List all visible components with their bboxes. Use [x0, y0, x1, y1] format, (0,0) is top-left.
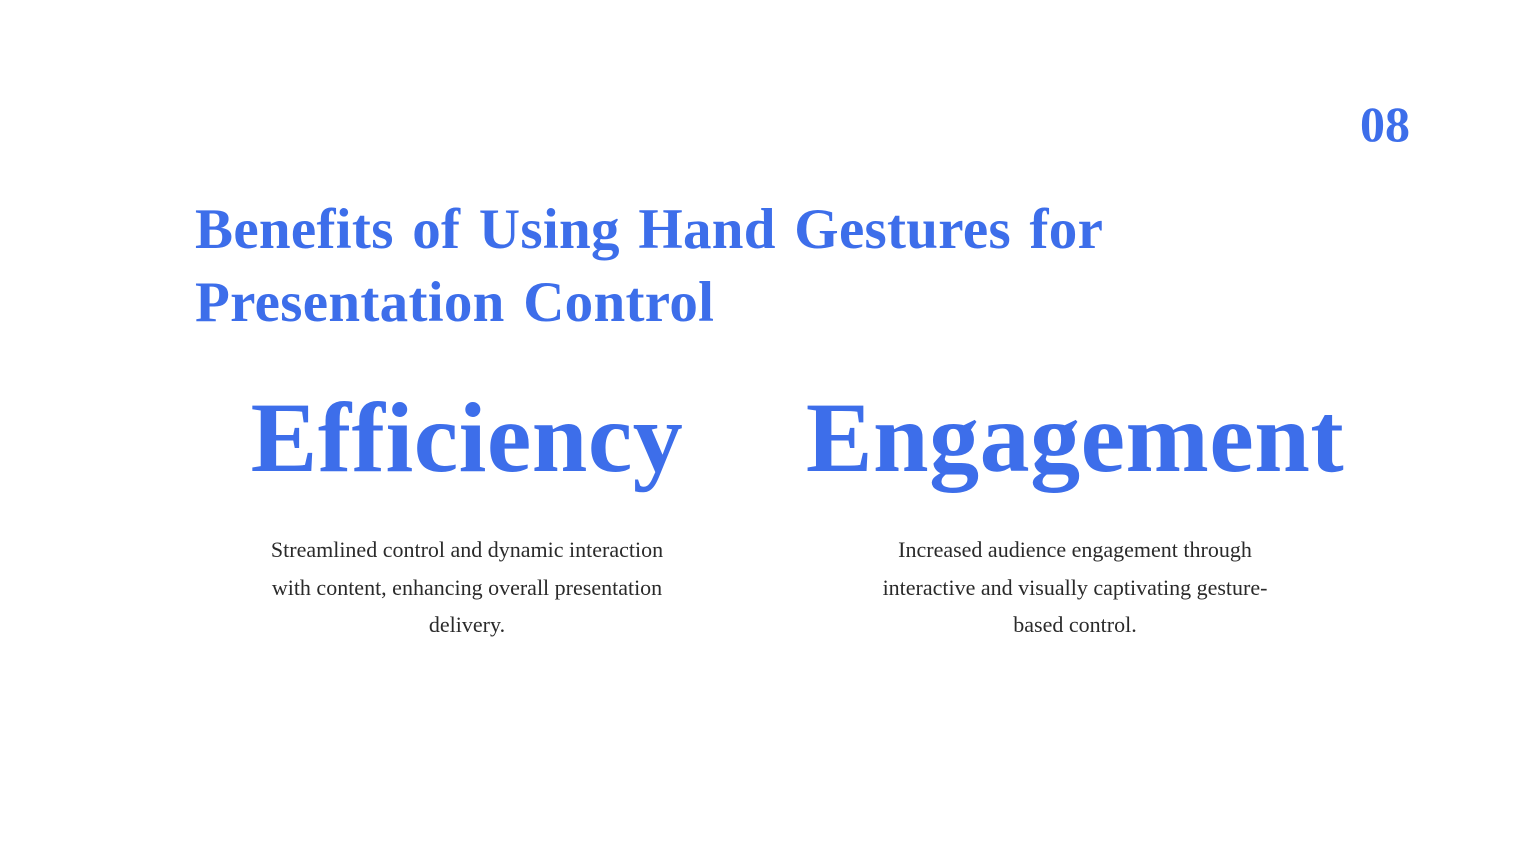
benefit-description: Increased audience engagement through in…: [882, 537, 1268, 637]
benefit-heading: Engagement: [805, 382, 1345, 493]
slide-title: Benefits of Using Hand Gestures for Pres…: [195, 198, 1103, 334]
benefit-heading: Efficiency: [250, 382, 684, 493]
benefit-description: Streamlined control and dynamic interact…: [270, 537, 664, 637]
page-number: 08: [1360, 96, 1410, 152]
